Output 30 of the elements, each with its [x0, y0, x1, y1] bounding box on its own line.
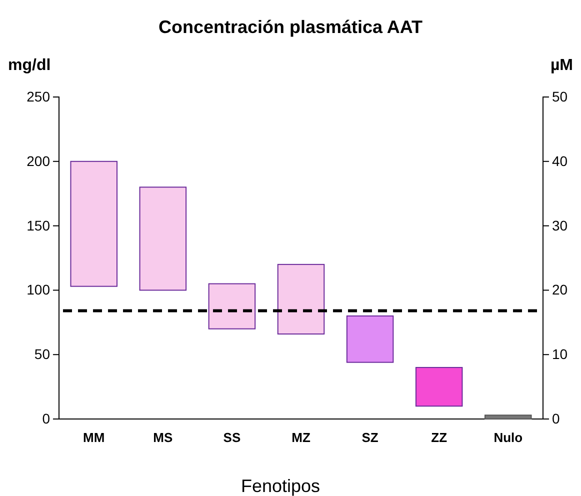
y-tick-label: 200	[26, 152, 50, 169]
x-tick-label: MM	[83, 430, 105, 446]
y2-tick-label: 40	[552, 152, 568, 169]
bar	[208, 283, 256, 330]
x-tick-label: SZ	[362, 430, 378, 446]
bar	[484, 414, 532, 420]
x-tick-label: SS	[223, 430, 241, 446]
y-tick-label: 50	[34, 346, 50, 362]
x-tick-label: MZ	[292, 430, 310, 446]
y-tick-label: 0	[42, 410, 50, 426]
bar	[139, 186, 187, 291]
y2-tick-label: 0	[552, 410, 560, 426]
x-tick-label: Nulo	[494, 430, 523, 446]
x-axis-title: Fenotipos	[240, 476, 320, 496]
y2-tick-label: 20	[552, 282, 568, 298]
y2-tick-label: 30	[552, 217, 568, 234]
y-axis-title: mg/dl	[8, 57, 51, 74]
bar	[277, 264, 325, 334]
chart-title: Concentración plasmática AAT	[158, 17, 423, 37]
y-tick-label: 250	[26, 88, 50, 104]
x-tick-label: MS	[153, 430, 173, 446]
y2-tick-label: 50	[552, 88, 568, 104]
bar	[70, 160, 118, 287]
y2-tick-label: 10	[552, 346, 568, 362]
y-tick-label: 150	[26, 217, 50, 234]
y2-axis-title: µM	[550, 57, 573, 74]
bar	[415, 366, 463, 407]
x-tick-label: ZZ	[431, 430, 448, 446]
bar	[346, 315, 394, 363]
y-tick-label: 100	[26, 282, 50, 298]
